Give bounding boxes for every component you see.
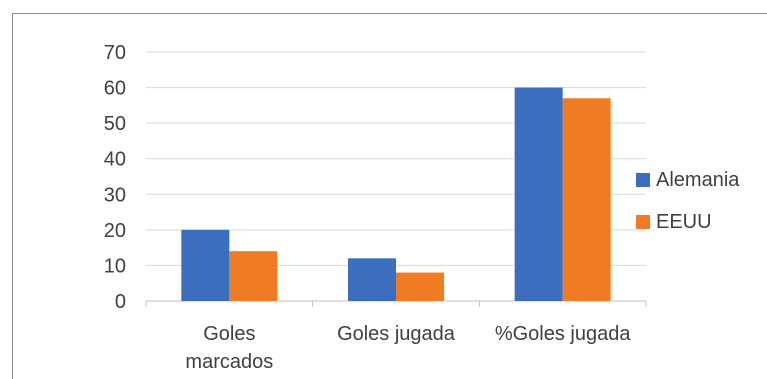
x-tick-label: %Goles jugada (495, 323, 632, 345)
legend: Alemania EEUU (636, 169, 740, 233)
y-tick-label: 30 (104, 184, 126, 206)
bar-eeuu-2 (562, 98, 611, 301)
y-tick-label: 10 (104, 255, 126, 277)
bars (181, 87, 611, 301)
y-tick-label: 20 (104, 220, 126, 242)
y-axis-tick-labels: 0 10 20 30 40 50 60 70 (104, 42, 126, 313)
bar-alemania-2 (514, 87, 563, 301)
x-axis-tick-labels: Goles marcados Goles jugada %Goles jugada (185, 323, 631, 373)
bar-alemania-0 (181, 229, 230, 301)
y-tick-label: 70 (104, 42, 126, 64)
y-tick-label: 0 (115, 291, 126, 313)
y-tick-label: 50 (104, 113, 126, 135)
x-tick-label: Goles marcados (185, 323, 273, 373)
legend-label-eeuu: EEUU (656, 211, 712, 233)
frame-top-border (12, 13, 767, 14)
frame-left-border (12, 13, 13, 379)
bar-alemania-1 (348, 258, 396, 301)
x-tick-label: Goles jugada (337, 323, 456, 345)
bar-eeuu-1 (396, 272, 444, 301)
bar-eeuu-0 (229, 251, 278, 301)
legend-label-alemania: Alemania (656, 169, 740, 191)
y-tick-label: 40 (104, 149, 126, 171)
y-tick-label: 60 (104, 78, 126, 100)
legend-swatch-eeuu (636, 215, 650, 229)
legend-swatch-alemania (636, 173, 650, 187)
